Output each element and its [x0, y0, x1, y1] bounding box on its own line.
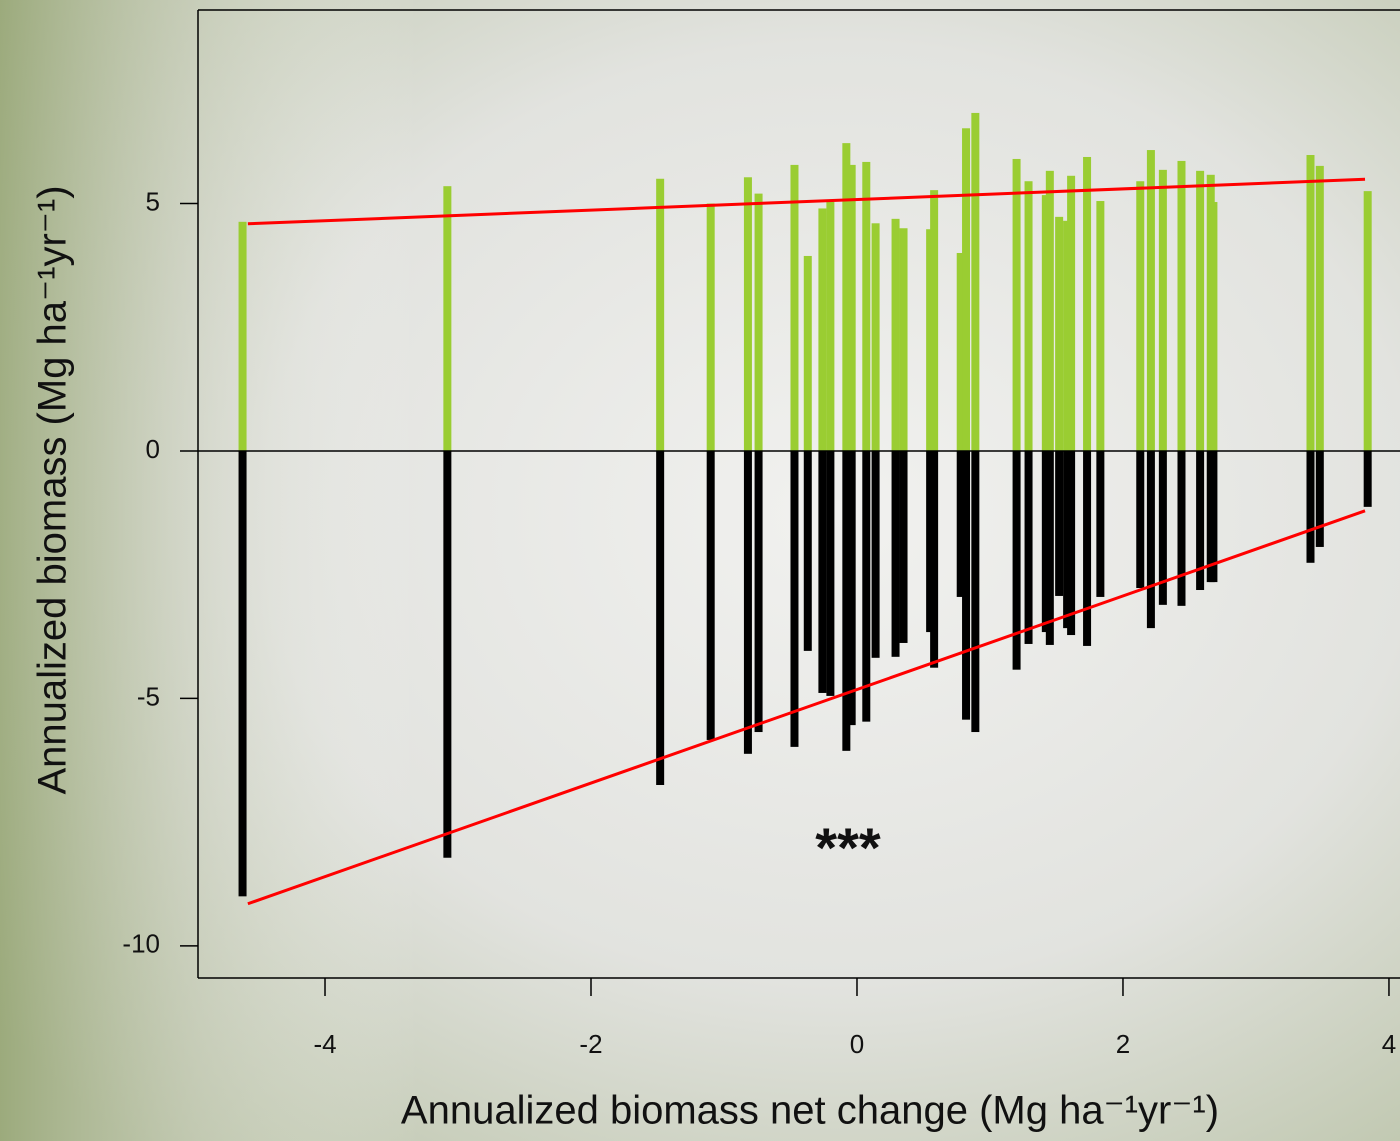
- x-axis-label: Annualized biomass net change (Mg ha⁻¹yr…: [401, 1089, 1219, 1133]
- bar: [847, 450, 856, 726]
- bar: [1045, 450, 1054, 645]
- bar: [790, 450, 799, 747]
- fit-line: [247, 509, 1366, 906]
- bar: [1196, 170, 1205, 451]
- y-tick-label: 0: [146, 434, 160, 464]
- bar: [1012, 158, 1021, 451]
- bar: [1012, 450, 1021, 670]
- bar: [1306, 155, 1315, 451]
- x-tick-label: -4: [313, 1029, 336, 1059]
- bar: [971, 450, 980, 733]
- bar: [706, 450, 715, 740]
- bar: [862, 450, 871, 722]
- bar: [962, 450, 971, 720]
- bar: [956, 450, 965, 597]
- bar: [1067, 450, 1076, 636]
- bar: [930, 450, 939, 668]
- bar: [871, 223, 880, 451]
- bar: [1158, 450, 1167, 605]
- bar: [1363, 450, 1372, 507]
- y-tick-label: -5: [137, 681, 160, 711]
- bar: [1363, 191, 1372, 451]
- bar: [1306, 450, 1315, 563]
- bar: [826, 202, 835, 451]
- bar: [706, 203, 715, 451]
- y-axis-label: Annualized biomass (Mg ha⁻¹yr⁻¹): [31, 185, 75, 794]
- bar: [862, 161, 871, 451]
- bar: [1177, 160, 1186, 451]
- bar: [754, 450, 763, 733]
- bar: [847, 164, 856, 451]
- bar: [743, 450, 752, 754]
- bar: [1067, 175, 1076, 451]
- bar: [1083, 156, 1092, 451]
- bar: [962, 128, 971, 451]
- bar: [818, 208, 827, 451]
- x-tick-label: -2: [579, 1029, 602, 1059]
- x-tick-label: 2: [1116, 1029, 1130, 1059]
- bar: [1196, 450, 1205, 591]
- bar: [803, 450, 812, 651]
- bar: [1045, 170, 1054, 451]
- significance-annotation: ***: [815, 816, 881, 879]
- bar: [891, 450, 900, 657]
- bar: [1024, 450, 1033, 644]
- bar: [754, 193, 763, 451]
- bar: [971, 112, 980, 451]
- bar: [1315, 450, 1324, 547]
- fit-line: [247, 177, 1366, 226]
- bar: [956, 252, 965, 451]
- bar: [1055, 450, 1064, 596]
- bar: [1096, 450, 1105, 597]
- bar: [1177, 450, 1186, 606]
- bar: [238, 221, 247, 451]
- bar: [842, 143, 851, 451]
- bar: [1136, 450, 1145, 589]
- bar: [1146, 450, 1155, 629]
- y-tick-label: 5: [146, 186, 160, 216]
- bar: [871, 450, 880, 658]
- x-tick-label: 4: [1382, 1029, 1396, 1059]
- bar: [443, 186, 452, 451]
- bar: [656, 450, 665, 785]
- bar: [891, 218, 900, 451]
- bar: [1096, 201, 1105, 451]
- bar: [826, 450, 835, 696]
- bar: [899, 228, 908, 451]
- y-tick-label: -10: [122, 929, 160, 959]
- bar: [1315, 165, 1324, 451]
- bar: [238, 450, 247, 897]
- x-tick-label: 0: [850, 1029, 864, 1059]
- bar: [803, 255, 812, 451]
- bar: [1209, 450, 1218, 583]
- bar: [790, 164, 799, 451]
- bar: [1083, 450, 1092, 646]
- bar: [1024, 181, 1033, 451]
- bar: [1136, 181, 1145, 451]
- bar: [743, 177, 752, 451]
- bar: [818, 450, 827, 693]
- bar: [842, 450, 851, 751]
- bar: [1055, 216, 1064, 451]
- bar: [443, 450, 452, 858]
- bar: [1209, 202, 1218, 451]
- bar: [1158, 169, 1167, 451]
- bar: [656, 178, 665, 451]
- bar: [899, 450, 908, 643]
- bar: [930, 190, 939, 451]
- bar: [1146, 150, 1155, 451]
